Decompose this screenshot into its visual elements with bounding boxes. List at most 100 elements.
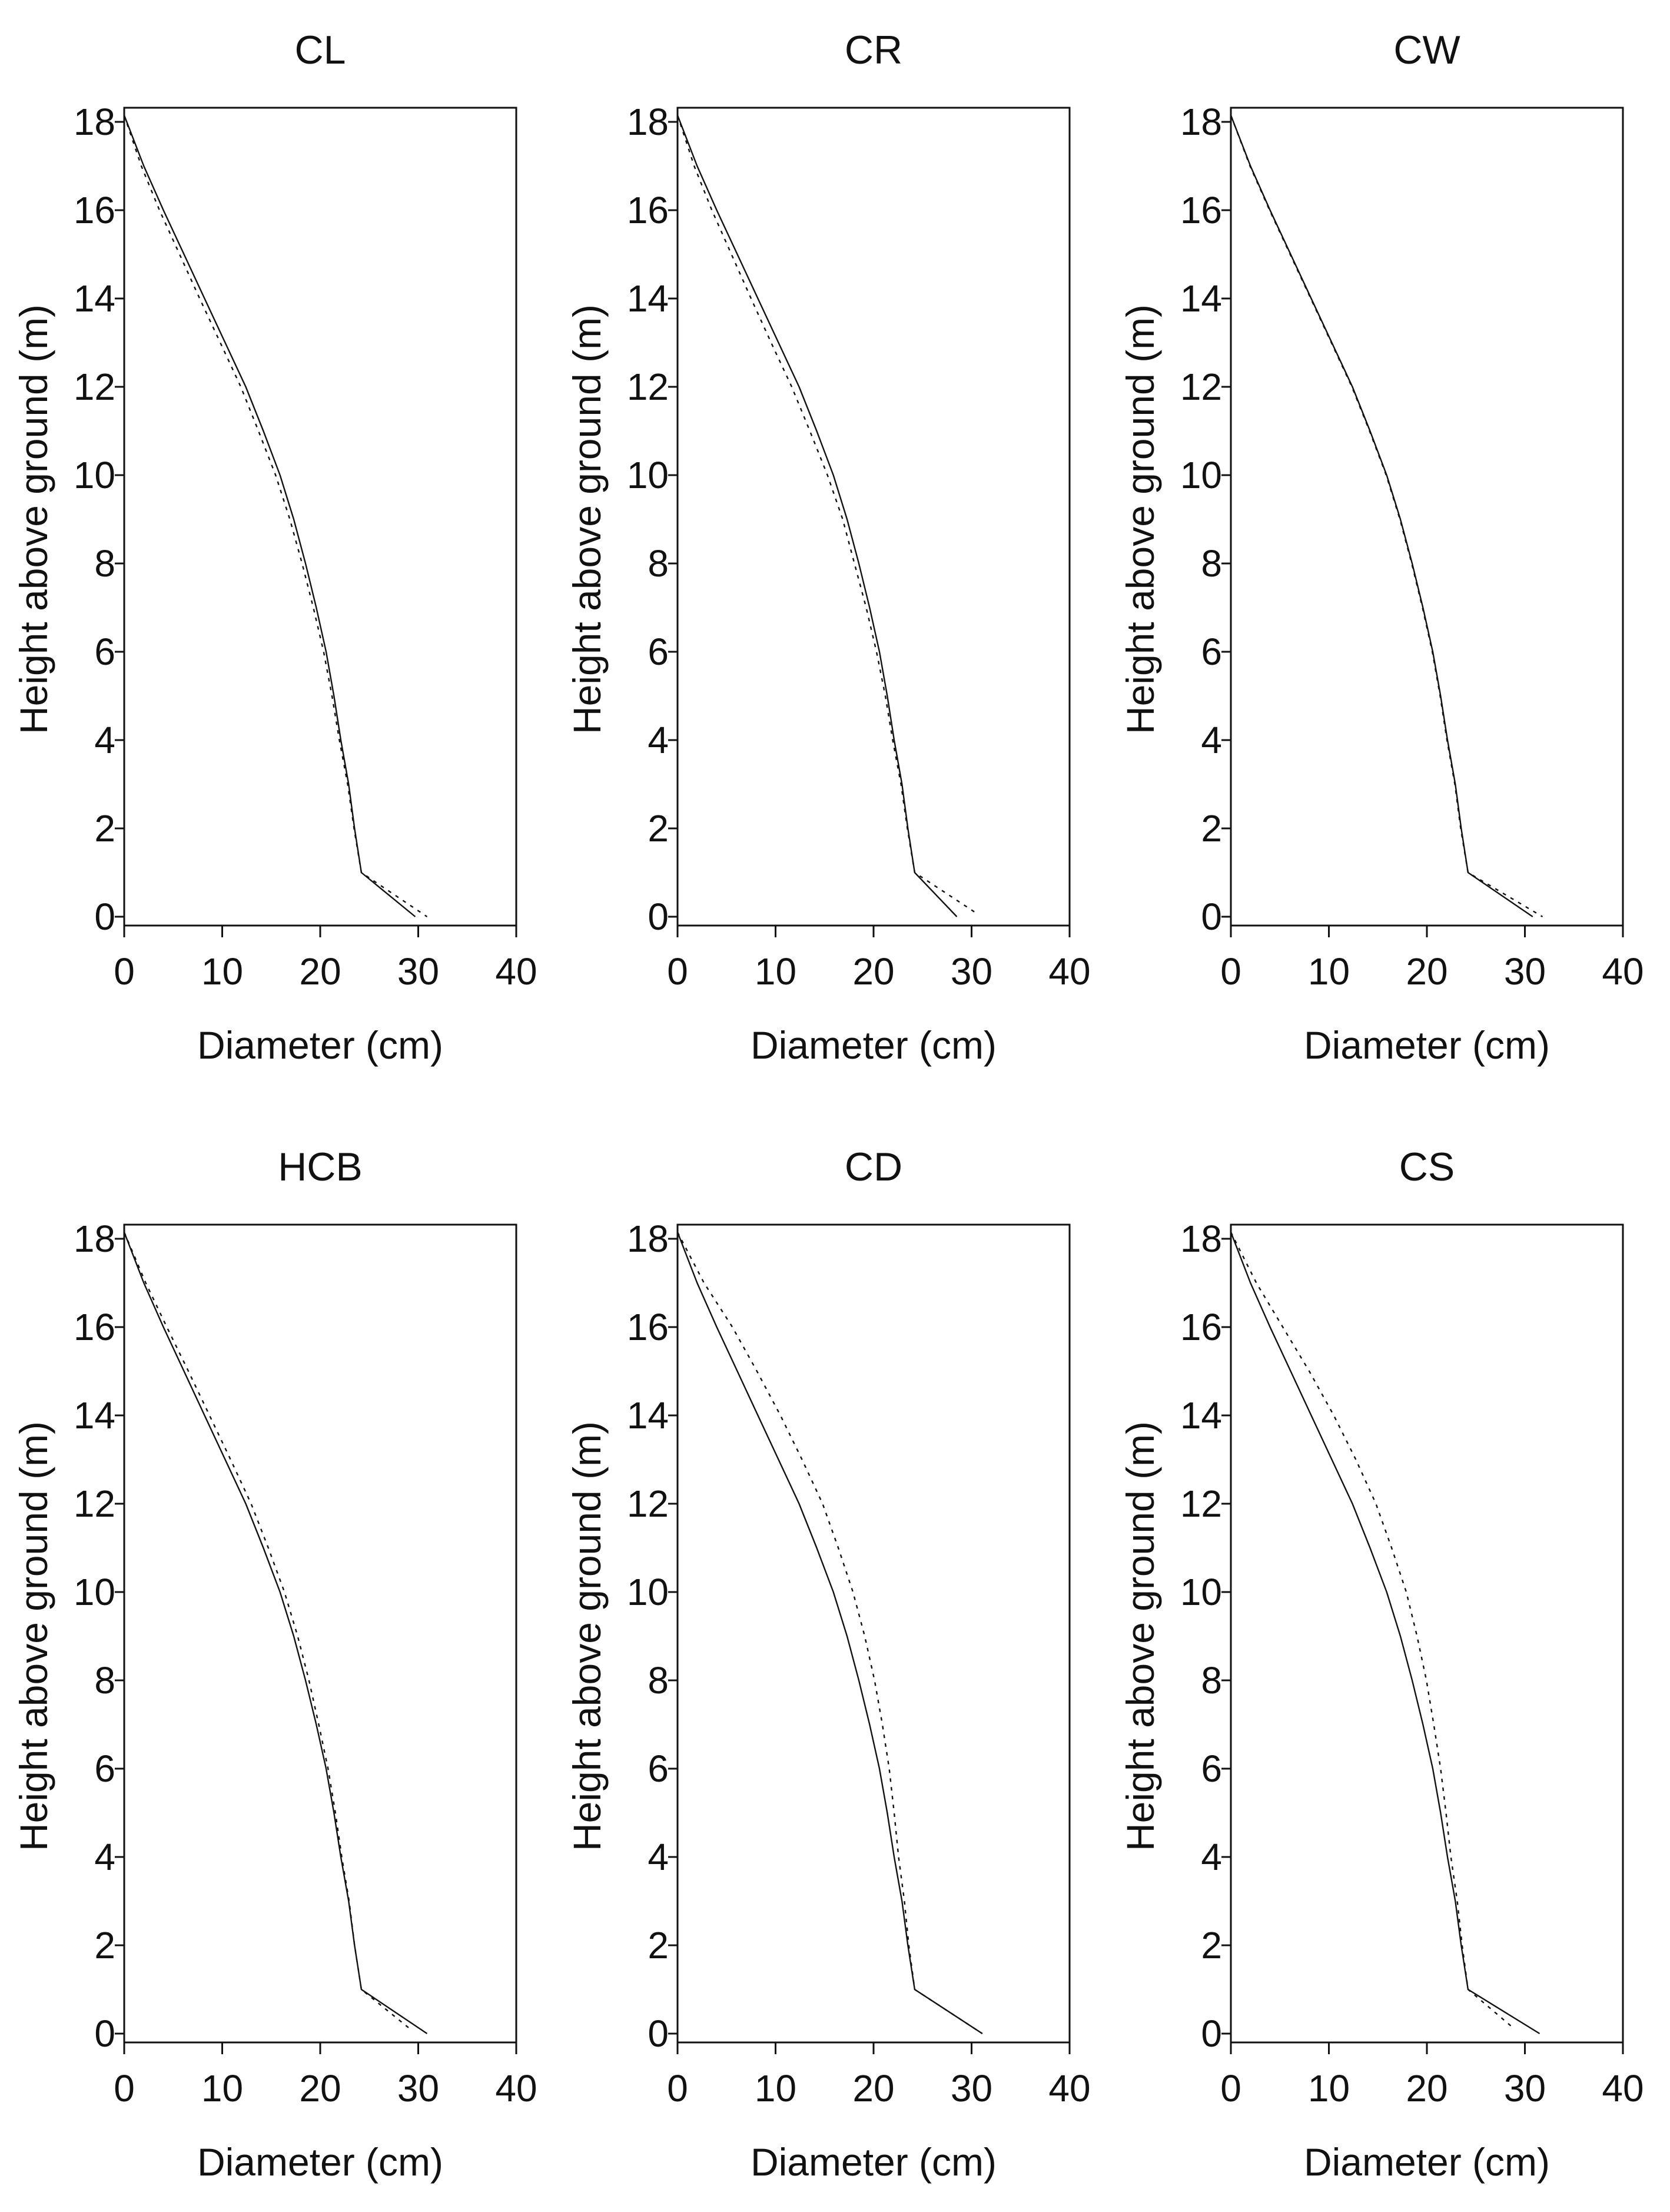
y-tick-label: 10 bbox=[627, 1571, 669, 1613]
x-axis-label: Diameter (cm) bbox=[751, 2140, 997, 2184]
y-tick-label: 8 bbox=[648, 542, 669, 585]
y-tick-label: 8 bbox=[94, 1659, 115, 1702]
y-tick-label: 12 bbox=[627, 366, 669, 408]
x-tick-label: 10 bbox=[1308, 2067, 1350, 2110]
x-tick-label: 10 bbox=[1308, 950, 1350, 993]
y-tick-label: 8 bbox=[1201, 1659, 1222, 1702]
y-tick-label: 12 bbox=[1180, 1483, 1222, 1525]
x-tick-label: 0 bbox=[114, 2067, 135, 2110]
y-tick-label: 18 bbox=[627, 1218, 669, 1260]
y-tick-label: 16 bbox=[1180, 1306, 1222, 1348]
x-tick-label: 20 bbox=[1406, 2067, 1447, 2110]
chart-title: CD bbox=[845, 1145, 902, 1189]
y-tick-label: 6 bbox=[648, 1747, 669, 1790]
y-tick-label: 4 bbox=[94, 1836, 115, 1878]
y-tick-label: 14 bbox=[1180, 1394, 1222, 1437]
y-tick-label: 4 bbox=[1201, 719, 1222, 761]
y-tick-label: 6 bbox=[94, 631, 115, 673]
x-tick-label: 30 bbox=[951, 950, 992, 993]
chart-panel-cd: 0 10 20 30 40 0 2 4 6 8 10 12 14 16 18 CD Diameter (cm) H… bbox=[565, 1145, 1091, 2184]
x-tick-label: 10 bbox=[201, 950, 243, 993]
y-tick-label: 10 bbox=[74, 454, 115, 496]
y-tick-label: 14 bbox=[1180, 277, 1222, 320]
x-axis-label: Diameter (cm) bbox=[1304, 1023, 1550, 1067]
x-tick-label: 40 bbox=[1048, 2067, 1090, 2110]
x-tick-label: 30 bbox=[397, 950, 439, 993]
chart-title: CL bbox=[295, 28, 346, 72]
y-tick-label: 4 bbox=[1201, 1836, 1222, 1878]
solid-series-line bbox=[676, 1232, 983, 2035]
y-axis-label: Height above ground (m) bbox=[1118, 1421, 1162, 1851]
y-tick-label: 8 bbox=[94, 542, 115, 585]
y-tick-label: 4 bbox=[648, 719, 669, 761]
y-tick-label: 18 bbox=[74, 1218, 115, 1260]
x-tick-label: 0 bbox=[1220, 950, 1241, 993]
chart-panel-cs: 0 10 20 30 40 0 2 4 6 8 10 12 14 16 18 CS Diameter (cm) H… bbox=[1118, 1145, 1644, 2184]
x-tick-label: 30 bbox=[397, 2067, 439, 2110]
x-tick-label: 40 bbox=[1602, 2067, 1644, 2110]
x-tick-label: 20 bbox=[852, 950, 894, 993]
y-tick-label: 0 bbox=[94, 896, 115, 938]
y-tick-label: 8 bbox=[1201, 542, 1222, 585]
y-tick-label: 18 bbox=[627, 101, 669, 143]
chart-title: CS bbox=[1399, 1145, 1455, 1189]
y-tick-label: 14 bbox=[627, 277, 669, 320]
x-axis-label: Diameter (cm) bbox=[1304, 2140, 1550, 2184]
y-tick-label: 18 bbox=[1180, 101, 1222, 143]
y-tick-label: 6 bbox=[648, 631, 669, 673]
dotted-series-line bbox=[1230, 1232, 1513, 2028]
x-tick-label: 30 bbox=[1504, 2067, 1546, 2110]
y-tick-label: 0 bbox=[1201, 896, 1222, 938]
dotted-series-line bbox=[676, 115, 979, 916]
plot-frame bbox=[1230, 107, 1624, 927]
y-tick-label: 16 bbox=[627, 1306, 669, 1348]
y-tick-label: 6 bbox=[1201, 631, 1222, 673]
y-axis-label: Height above ground (m) bbox=[12, 304, 55, 734]
solid-series-line bbox=[123, 115, 416, 917]
x-tick-label: 0 bbox=[114, 950, 135, 993]
x-tick-label: 30 bbox=[1504, 950, 1546, 993]
y-tick-label: 16 bbox=[627, 189, 669, 231]
x-tick-label: 20 bbox=[299, 950, 341, 993]
y-tick-label: 16 bbox=[74, 1306, 115, 1348]
y-tick-label: 18 bbox=[74, 101, 115, 143]
y-tick-label: 0 bbox=[94, 2012, 115, 2055]
chart-panel-cw: 0 10 20 30 40 0 2 4 6 8 10 12 14 16 18 CW Diameter (cm) H… bbox=[1118, 28, 1644, 1067]
y-tick-label: 14 bbox=[627, 1394, 669, 1437]
y-tick-label: 12 bbox=[1180, 366, 1222, 408]
plot-frame bbox=[676, 107, 1071, 927]
plot-frame bbox=[1230, 1223, 1624, 2044]
y-tick-label: 6 bbox=[1201, 1747, 1222, 1790]
chart-title: HCB bbox=[278, 1145, 363, 1189]
plot-frame bbox=[123, 107, 517, 927]
x-tick-label: 20 bbox=[852, 2067, 894, 2110]
y-tick-label: 2 bbox=[94, 1924, 115, 1966]
y-tick-label: 12 bbox=[627, 1483, 669, 1525]
y-tick-label: 10 bbox=[1180, 1571, 1222, 1613]
x-tick-label: 10 bbox=[755, 950, 796, 993]
plot-frame bbox=[123, 1223, 517, 2044]
chart-panel-cl: 0 10 20 30 40 0 2 4 6 8 10 12 14 16 18 CL Diameter (cm) H… bbox=[12, 28, 537, 1067]
plot-frame bbox=[676, 1223, 1071, 2044]
y-tick-label: 18 bbox=[1180, 1218, 1222, 1260]
y-axis-label: Height above ground (m) bbox=[565, 304, 609, 734]
y-tick-label: 2 bbox=[94, 807, 115, 850]
y-tick-label: 10 bbox=[74, 1571, 115, 1613]
chart-panel-hcb: 0 10 20 30 40 0 2 4 6 8 10 12 14 16 18 HCB Diameter (cm)… bbox=[12, 1145, 537, 2184]
y-tick-label: 10 bbox=[1180, 454, 1222, 496]
y-tick-label: 16 bbox=[1180, 189, 1222, 231]
solid-series-line bbox=[676, 115, 958, 917]
x-tick-label: 40 bbox=[1602, 950, 1644, 993]
y-axis-label: Height above ground (m) bbox=[1118, 304, 1162, 734]
dotted-series-line bbox=[1230, 115, 1543, 918]
x-tick-label: 40 bbox=[495, 2067, 537, 2110]
x-tick-label: 40 bbox=[1048, 950, 1090, 993]
y-tick-label: 2 bbox=[1201, 807, 1222, 850]
x-tick-label: 0 bbox=[1220, 2067, 1241, 2110]
x-tick-label: 10 bbox=[755, 2067, 796, 2110]
y-tick-label: 14 bbox=[74, 277, 115, 320]
x-tick-label: 30 bbox=[951, 2067, 992, 2110]
solid-series-line bbox=[123, 1232, 428, 2034]
y-tick-label: 2 bbox=[1201, 1924, 1222, 1966]
y-axis-label: Height above ground (m) bbox=[565, 1421, 609, 1851]
